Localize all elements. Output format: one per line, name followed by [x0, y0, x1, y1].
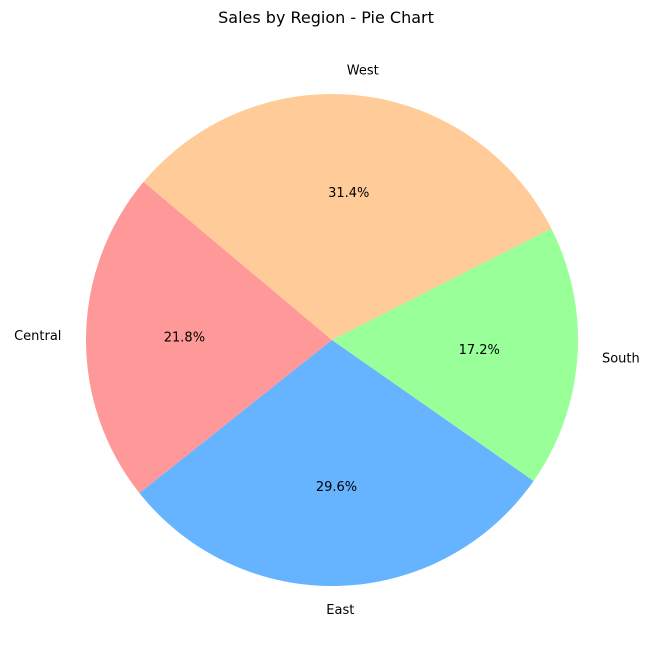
- pct-label-west: 31.4%: [328, 186, 369, 201]
- slice-label-south: South: [602, 351, 640, 366]
- pct-label-east: 29.6%: [316, 480, 357, 495]
- slice-label-central: Central: [14, 329, 61, 344]
- pie-slice-east: [139, 340, 534, 587]
- pie-slice-south: [332, 228, 579, 481]
- pie-slice-central: [85, 181, 332, 494]
- chart-title: Sales by Region - Pie Chart: [218, 8, 434, 27]
- pie-slice-west: [143, 93, 552, 341]
- pct-label-central: 21.8%: [164, 331, 205, 346]
- slice-label-east: East: [326, 603, 354, 618]
- slice-label-west: West: [347, 64, 379, 79]
- pct-label-south: 17.2%: [459, 343, 500, 358]
